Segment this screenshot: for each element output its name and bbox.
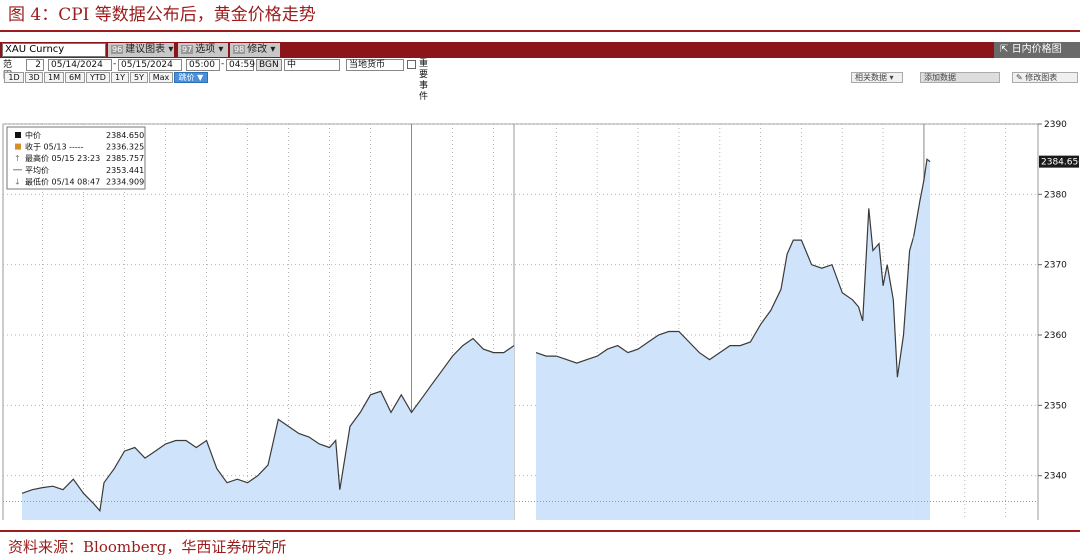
title-rule (0, 30, 1080, 32)
start-time-input[interactable]: 05:00 (186, 59, 220, 71)
button-label: 选项 (195, 44, 216, 55)
start-date-input[interactable]: 05/14/2024 (48, 59, 112, 71)
last-price-tag (1039, 155, 1079, 168)
last-price-label: 2384.650 (1041, 158, 1080, 168)
field-select[interactable]: 中 (284, 59, 340, 71)
legend-label: 收于 05/13 ----- (25, 142, 84, 152)
end-time-input[interactable]: 04:59 (226, 59, 255, 71)
related-data-button[interactable]: 相关数据 ▾ (851, 72, 903, 83)
period-row: 1D 3D 1M 6M YTD 1Y 5Y Max 跳价 ▼ 相关数据 ▾ 添加… (0, 72, 1080, 83)
figure-title: 图 4：CPI 等数据公布后，黄金价格走势 (8, 5, 316, 25)
legend-value: 2353.441 (106, 166, 144, 175)
period-button-1y[interactable]: 1Y (111, 72, 129, 83)
y-tick-label: 2380 (1044, 190, 1067, 200)
button-number: 96 (111, 45, 124, 54)
edit-chart-label: 修改图表 (1025, 73, 1058, 82)
ticker-input[interactable]: XAU Curncy (2, 43, 106, 57)
legend-label: 最低价 05/14 08:47 (25, 176, 100, 186)
price-area (21, 158, 931, 520)
legend-value: 2384.650 (106, 131, 144, 140)
legend-marker-icon (15, 132, 21, 138)
period-button-1m[interactable]: 1M (44, 72, 64, 83)
price-line (21, 337, 515, 513)
period-button-5y[interactable]: 5Y (130, 72, 148, 83)
suggested-charts-button[interactable]: 96 建议图表 ▾ (108, 43, 174, 57)
legend-label: 最高价 05/15 23:23 (25, 153, 100, 163)
price-chart[interactable]: 2340235023602370238023902384.65006:0008:… (0, 80, 1080, 520)
pencil-icon: ✎ (1016, 73, 1023, 82)
toolbar: XAU Curncy 96 建议图表 ▾ 97 选项 ▾ 98 修改 ▾ ⇱ 日内价格… (0, 42, 1080, 58)
y-tick-label: 2370 (1044, 261, 1067, 271)
period-button-1d[interactable]: 1D (4, 72, 24, 83)
legend-label: 中价 (25, 130, 41, 140)
period-button-3d[interactable]: 3D (25, 72, 43, 83)
range-separator: - (113, 59, 117, 69)
legend-marker-icon (15, 143, 21, 150)
axes: 2340235023602370238023902384.65006:0008:… (1038, 120, 1080, 482)
legend-frame (6, 126, 146, 190)
button-number: 97 (181, 45, 194, 54)
legend-value: 2336.325 (106, 143, 144, 152)
y-tick-label: 2340 (1044, 472, 1067, 482)
add-data-input[interactable]: 添加数据 (920, 72, 1000, 83)
currency-select[interactable]: 当地货币 (346, 59, 404, 71)
edit-chart-button[interactable]: ✎ 修改图表 (1012, 72, 1078, 83)
jump-button[interactable]: 跳价 ▼ (174, 72, 208, 83)
period-button-ytd[interactable]: YTD (86, 72, 110, 83)
caret-icon: ▾ (168, 44, 174, 55)
options-button[interactable]: 97 选项 ▾ (178, 43, 228, 57)
legend-label: 平均价 (25, 165, 49, 175)
caret-icon: ▾ (270, 44, 276, 55)
time-separator: - (221, 59, 225, 69)
source-field[interactable]: BGN (256, 59, 282, 71)
price-line (913, 158, 931, 237)
y-tick-label: 2390 (1044, 120, 1067, 130)
end-date-input[interactable]: 05/15/2024 (118, 59, 182, 71)
legend-box: 中价 2384.650 收于 05/13 ----- 2336.325 ↑ 最高价 05/… (6, 126, 146, 190)
events-checkbox[interactable] (407, 60, 416, 69)
terminal-window: XAU Curncy 96 建议图表 ▾ 97 选项 ▾ 98 修改 ▾ ⇱ 日内价格… (0, 40, 1080, 522)
legend-value: 2334.909 (106, 177, 144, 186)
period-button-max[interactable]: Max (149, 72, 173, 83)
price-area-fill (913, 159, 930, 520)
y-tick-label: 2360 (1044, 331, 1067, 341)
y-tick-label: 2350 (1044, 401, 1067, 411)
caret-icon: ▾ (218, 44, 224, 55)
legend-marker-icon: ↓ (14, 177, 21, 186)
source-rule (0, 530, 1080, 532)
price-area-fill (536, 208, 914, 520)
period-button-6m[interactable]: 6M (65, 72, 85, 83)
intraday-chart-label: 日内价格图 (1011, 44, 1062, 55)
legend-marker-icon: ↑ (14, 154, 21, 163)
intraday-chart-button[interactable]: ⇱ 日内价格图 (994, 42, 1080, 58)
button-label: 建议图表 (125, 44, 166, 55)
button-number: 98 (233, 45, 246, 54)
export-icon: ⇱ (1000, 44, 1009, 55)
legend-value: 2385.757 (106, 154, 144, 163)
button-label: 修改 (247, 44, 268, 55)
events-label: 重要事件 (419, 59, 429, 102)
price-area-fill (22, 338, 514, 520)
period-count-input[interactable]: 2 (26, 59, 44, 71)
price-line (535, 208, 915, 378)
figure-source: 资料来源：Bloomberg，华西证券研究所 (8, 538, 287, 556)
edit-button[interactable]: 98 修改 ▾ (230, 43, 280, 57)
